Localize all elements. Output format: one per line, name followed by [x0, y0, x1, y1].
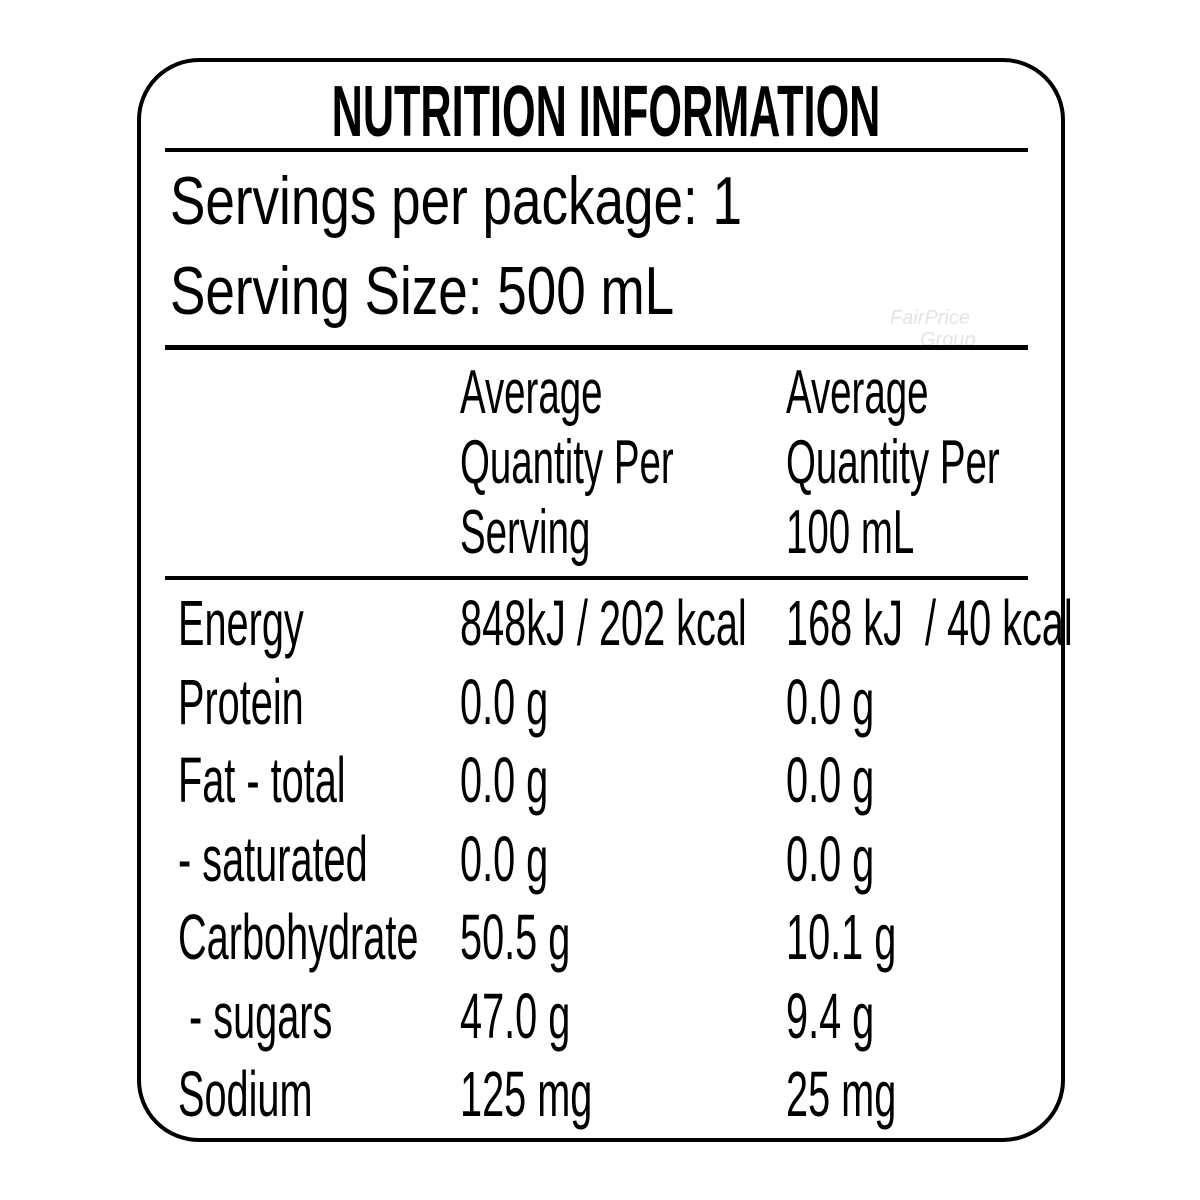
nutrient-name: Energy [178, 587, 304, 659]
rule [165, 148, 1028, 152]
nutrient-value: 0.0 g [786, 822, 875, 895]
servings-per-package: Servings per package: 1 [170, 163, 742, 239]
rule [165, 345, 1028, 350]
nutrient-value: 50.5 g [460, 901, 571, 973]
serving-size: Serving Size: 500 mL [170, 253, 675, 329]
nutrient-value: 0.0 g [460, 744, 549, 816]
title: NUTRITION INFORMATION [331, 72, 881, 152]
nutrient-value: 47.0 g [460, 979, 571, 1052]
nutrient-name: - saturated [178, 822, 368, 895]
nutrient-value: 0.0 g [786, 744, 875, 816]
nutrient-value: 0.0 g [460, 822, 549, 895]
nutrient-name: Carbohydrate [178, 901, 419, 973]
column-header: 100 mL [786, 498, 915, 567]
rule [165, 576, 1028, 580]
column-header: Average [786, 358, 929, 427]
nutrient-value: 848kJ / 202 kcal [460, 587, 747, 659]
column-header: Serving [460, 498, 591, 567]
nutrient-name: - sugars [178, 979, 333, 1052]
nutrient-value: 9.4 g [786, 979, 875, 1052]
label-border [137, 58, 1065, 1142]
nutrient-value: 25 mg [786, 1058, 897, 1130]
nutrient-name: Protein [178, 665, 304, 738]
column-header: Quantity Per [460, 428, 674, 497]
column-header: Average [460, 358, 603, 427]
nutrient-name: Fat - total [178, 744, 346, 816]
nutrient-value: 0.0 g [460, 665, 549, 738]
watermark: FairPrice [890, 307, 971, 329]
nutrient-name: Sodium [178, 1058, 313, 1130]
nutrient-value: 0.0 g [786, 665, 875, 738]
column-header: Quantity Per [786, 428, 1000, 497]
nutrient-value: 125 mg [460, 1058, 593, 1130]
nutrient-value: 10.1 g [786, 901, 897, 973]
nutrient-value: 168 kJ / 40 kcal [786, 587, 1073, 659]
